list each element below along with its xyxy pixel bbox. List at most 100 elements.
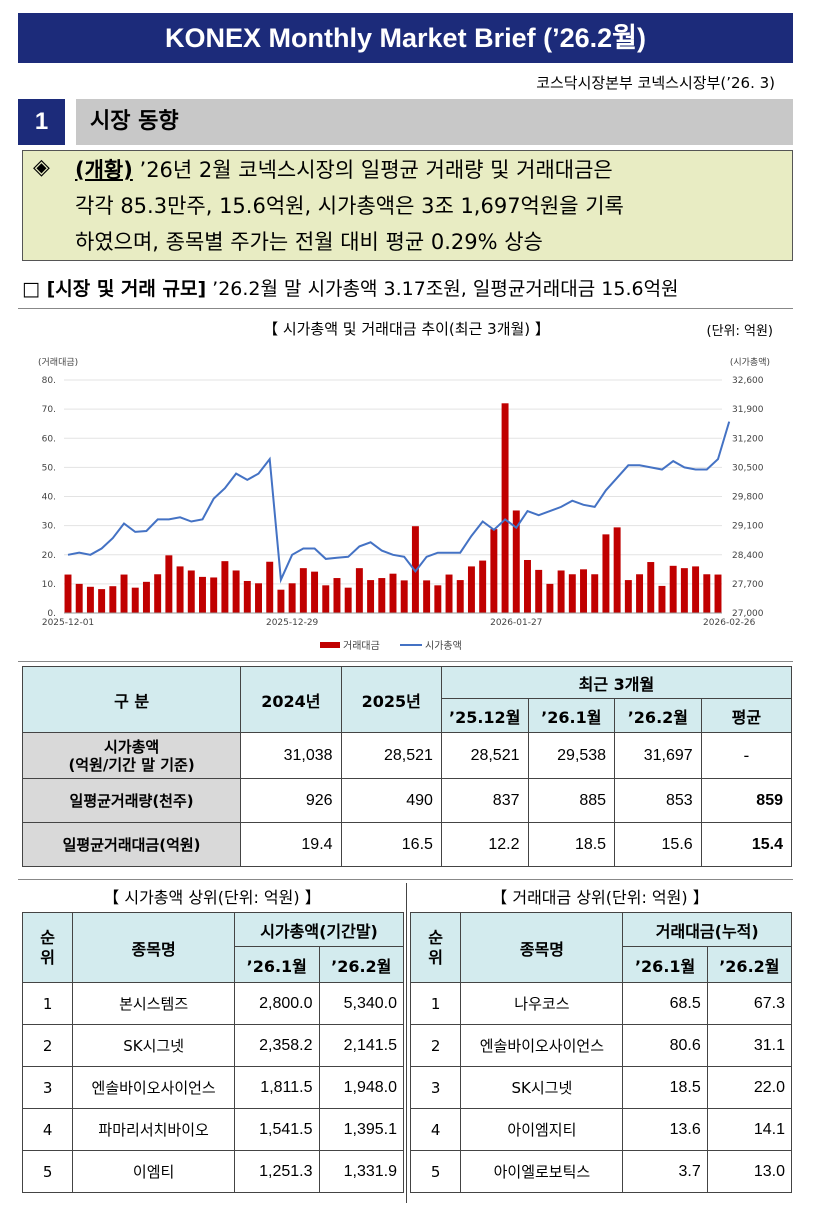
header-month-3: ’26.2월 (614, 698, 702, 733)
bar-trading-value (98, 589, 106, 613)
bar-trading-value (311, 571, 319, 613)
x-tick-label: 2026-02-26 (703, 618, 756, 628)
left-tick-label: 20. (42, 551, 56, 561)
right-tick-label: 31,200 (732, 434, 764, 444)
bar-trading-value (546, 583, 554, 613)
bar-trading-value (165, 555, 173, 613)
table-row: 1 나우코스 68.5 67.3 (409, 982, 793, 1025)
bar-trading-value (624, 580, 632, 613)
market-summary-table: 구 분 2024년 2025년 최근 3개월 ’25.12월 ’26.1월 ’2… (21, 666, 793, 867)
bar-trading-value (434, 585, 442, 613)
table-row: 5 아이엘로보틱스 3.7 13.0 (409, 1150, 793, 1193)
table-row: 1 본시스템즈 2,800.0 5,340.0 (21, 982, 404, 1025)
overview-line-1: (개황) ’26년 2월 코넥스시장의 일평균 거래량 및 거래대금은 (75, 158, 613, 182)
bar-trading-value (210, 577, 218, 613)
bar-trading-value (400, 580, 408, 613)
bar-trading-value (411, 526, 419, 613)
header-avg: 평균 (700, 698, 793, 733)
table-row: 4 아이엠지티 13.6 14.1 (409, 1108, 793, 1151)
left-tick-label: 70. (42, 405, 56, 415)
right-tick-label: 30,500 (732, 463, 764, 473)
bar-trading-value (86, 586, 94, 613)
right-tick-label: 27,700 (732, 580, 764, 590)
diamond-bullet-icon: ◈ (33, 155, 50, 180)
right-tick-label: 29,100 (732, 522, 764, 532)
overview-box: ◈ (개황) ’26년 2월 코넥스시장의 일평균 거래량 및 거래대금은 각각… (22, 150, 793, 261)
bar-trading-value (154, 574, 162, 613)
bar-trading-value (322, 585, 330, 613)
vertical-divider (406, 883, 407, 1203)
chart-unit: (단위: 억원) (706, 324, 774, 339)
section-title: 시장 동향 (76, 99, 793, 145)
cap-top-title: 【 시가총액 상위(단위: 억원) 】 (103, 888, 321, 907)
bar-trading-value (568, 574, 576, 613)
left-tick-label: 80. (42, 376, 56, 386)
divider (18, 308, 793, 309)
bar-trading-value (176, 566, 184, 613)
bar-trading-value (669, 565, 677, 613)
bar-trading-value (355, 568, 363, 613)
market-chart: 0. 10. 20. 30. 40. 50. 60. 70. 80. 27,000 27,700 28… (38, 356, 770, 652)
bar-trading-value (333, 578, 341, 613)
left-tick-label: 60. (42, 434, 56, 444)
divider (18, 661, 793, 662)
section-number: 1 (18, 99, 65, 145)
bar-trading-value (714, 574, 722, 613)
left-axis-label: (거래대금) (38, 357, 78, 368)
report-title: KONEX Monthly Market Brief (’26.2월) (18, 13, 793, 63)
bar-trading-value (64, 574, 72, 613)
bar-trading-value (266, 561, 274, 613)
right-tick-label: 31,900 (732, 405, 764, 415)
header-2025: 2025년 (340, 666, 442, 733)
bar-trading-value (692, 566, 700, 613)
bar-trading-value (389, 573, 397, 613)
value-top-title: 【 거래대금 상위(단위: 억원) 】 (491, 888, 709, 907)
x-tick-label: 2025-12-29 (266, 618, 319, 628)
header-month-1: ’25.12월 (440, 698, 529, 733)
bar-trading-value (490, 529, 498, 613)
bar-trading-value (423, 580, 431, 613)
bar-trading-value (299, 568, 307, 613)
overview-label: (개황) (75, 158, 133, 182)
cap-top-table: 순 위 종목명 시가총액(기간말) ’26.1월 ’26.2월 1 본시스템즈 2,… (21, 912, 404, 1193)
bar-trading-value (479, 560, 487, 613)
overview-line-2: 각각 85.3만주, 15.6억원, 시가총액은 3조 1,697억원을 기록 (75, 194, 624, 218)
legend-label-trading-value: 거래대금 (343, 640, 380, 652)
table-row: 5 이엠티 1,251.3 1,331.9 (21, 1150, 404, 1193)
bar-trading-value (535, 569, 543, 613)
table-row: 3 엔솔바이오사이언스 1,811.5 1,948.0 (21, 1066, 404, 1109)
bar-trading-value (131, 587, 139, 613)
table-row: 3 SK시그넷 18.5 22.0 (409, 1066, 793, 1109)
right-tick-label: 29,800 (732, 493, 764, 503)
overview-line-3: 하였으며, 종목별 주가는 전월 대비 평균 0.29% 상승 (75, 230, 543, 254)
bar-trading-value (456, 580, 464, 613)
left-tick-label: 40. (42, 493, 56, 503)
legend-label-market-cap: 시가총액 (425, 640, 462, 652)
line-market-cap (67, 421, 731, 584)
bar-trading-value (591, 574, 599, 613)
department-label: 코스닥시장본부 코넥스시장부(’26. 3) (536, 74, 775, 92)
header-group: 구 분 (21, 666, 242, 733)
bar-trading-value (288, 583, 296, 613)
divider (18, 879, 793, 880)
header-2024: 2024년 (240, 666, 342, 733)
bar-trading-value (703, 574, 711, 613)
right-tick-label: 32,600 (732, 376, 764, 386)
bar-trading-value (109, 586, 117, 613)
bar-trading-value (75, 583, 83, 613)
bar-trading-value (367, 580, 375, 613)
x-tick-label: 2025-12-01 (42, 618, 94, 628)
table-row: 일평균거래대금(억원) 19.4 16.5 12.2 18.5 15.6 15.… (21, 822, 793, 867)
right-tick-label: 27,000 (732, 609, 764, 619)
table-row: 일평균거래량(천주) 926 490 837 885 853 859 (21, 778, 793, 823)
legend-swatch-trading-value (320, 642, 340, 648)
bar-trading-value (378, 578, 386, 613)
bar-trading-value (658, 585, 666, 613)
bar-trading-value (647, 562, 655, 613)
header-month-2: ’26.1월 (527, 698, 616, 733)
bar-trading-value (680, 568, 688, 613)
bar-trading-value (187, 570, 195, 613)
bar-trading-value (199, 576, 206, 613)
left-tick-label: 0. (47, 609, 56, 619)
table-row: 시가총액 (억원/기간 말 기준) 31,038 28,521 28,521 2… (21, 732, 793, 779)
